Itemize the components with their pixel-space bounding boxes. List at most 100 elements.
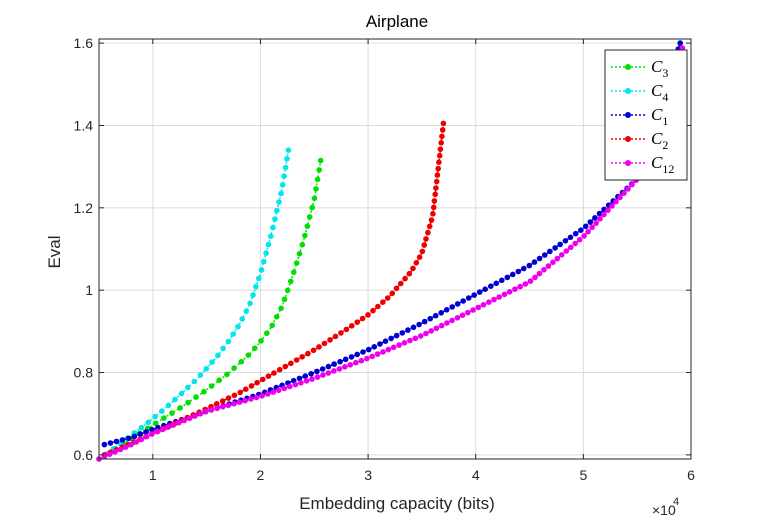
data-point bbox=[460, 298, 467, 304]
data-point bbox=[380, 299, 386, 306]
data-point bbox=[526, 262, 533, 269]
data-point bbox=[276, 366, 283, 373]
data-point bbox=[576, 236, 583, 243]
data-point bbox=[493, 280, 500, 287]
data-point bbox=[390, 344, 397, 351]
data-point bbox=[128, 441, 134, 448]
data-point bbox=[621, 190, 627, 196]
data-point bbox=[517, 283, 523, 290]
data-point bbox=[440, 120, 447, 127]
data-point bbox=[531, 259, 538, 265]
data-point bbox=[358, 357, 365, 364]
data-point bbox=[374, 351, 381, 357]
data-point bbox=[438, 140, 445, 146]
data-point bbox=[319, 366, 326, 372]
legend-label-subscript: 2 bbox=[662, 138, 668, 152]
data-point bbox=[437, 146, 444, 152]
x-axis-label: Embedding capacity (bits) bbox=[299, 494, 495, 513]
data-point bbox=[306, 214, 313, 220]
data-point bbox=[276, 199, 282, 205]
data-point bbox=[336, 366, 343, 372]
data-point bbox=[369, 353, 376, 360]
series-C4 bbox=[96, 147, 292, 462]
data-point bbox=[311, 195, 318, 202]
data-point bbox=[145, 419, 152, 426]
y-tick-label: 1.6 bbox=[74, 35, 94, 51]
data-point bbox=[220, 345, 226, 352]
data-point bbox=[347, 362, 354, 368]
series-C1 bbox=[101, 40, 683, 448]
data-point bbox=[557, 241, 563, 248]
data-point bbox=[208, 407, 215, 413]
y-tick-label: 1 bbox=[85, 282, 93, 298]
data-point bbox=[609, 203, 615, 209]
data-point bbox=[288, 278, 294, 285]
data-point bbox=[107, 440, 114, 446]
data-point bbox=[250, 292, 256, 298]
data-point bbox=[265, 241, 272, 248]
data-point bbox=[496, 294, 503, 300]
x-tick-label: 3 bbox=[364, 467, 372, 483]
data-point bbox=[407, 337, 413, 344]
data-point bbox=[203, 365, 210, 372]
data-point bbox=[197, 372, 204, 378]
data-point bbox=[239, 316, 245, 322]
data-point bbox=[197, 411, 204, 417]
data-point bbox=[359, 315, 366, 322]
data-point bbox=[161, 415, 167, 421]
data-point bbox=[159, 426, 166, 433]
data-point bbox=[152, 413, 158, 420]
y-ticks: 0.6 0.8 1 1.2 1.4 1.6 bbox=[74, 35, 691, 463]
data-point bbox=[416, 254, 423, 260]
data-point bbox=[281, 173, 287, 179]
data-point bbox=[165, 424, 171, 431]
data-point bbox=[275, 387, 282, 394]
data-point bbox=[117, 446, 124, 453]
data-point bbox=[243, 308, 250, 315]
data-point bbox=[303, 378, 310, 384]
data-point bbox=[214, 401, 220, 407]
data-point bbox=[316, 167, 323, 173]
data-point bbox=[281, 385, 288, 392]
x-tick-label: 6 bbox=[687, 467, 695, 483]
data-point bbox=[149, 431, 155, 437]
data-point bbox=[170, 422, 177, 428]
series-group bbox=[96, 40, 686, 462]
data-point bbox=[274, 207, 280, 214]
data-point bbox=[480, 302, 487, 308]
data-point bbox=[259, 393, 265, 399]
data-point bbox=[308, 371, 314, 377]
legend-label-subscript: 1 bbox=[662, 114, 668, 128]
data-point bbox=[225, 402, 232, 409]
data-point bbox=[377, 341, 383, 347]
data-point bbox=[506, 289, 513, 295]
data-point bbox=[449, 317, 455, 324]
data-point bbox=[225, 395, 232, 401]
data-point bbox=[427, 315, 434, 322]
data-point bbox=[504, 274, 511, 281]
data-point bbox=[421, 318, 428, 325]
data-point bbox=[567, 234, 574, 241]
data-point bbox=[231, 365, 237, 371]
data-point bbox=[269, 322, 276, 329]
data-point bbox=[309, 376, 315, 382]
data-point bbox=[360, 349, 366, 355]
x-tick-label: 4 bbox=[472, 467, 480, 483]
data-point bbox=[178, 390, 185, 397]
data-point bbox=[209, 359, 215, 365]
data-point bbox=[292, 381, 299, 388]
data-point bbox=[385, 346, 392, 353]
data-point bbox=[522, 281, 529, 287]
data-point bbox=[154, 428, 160, 435]
data-point bbox=[302, 232, 308, 239]
data-point bbox=[242, 397, 248, 404]
data-point bbox=[406, 270, 413, 277]
data-point bbox=[125, 435, 132, 442]
data-point bbox=[248, 396, 254, 402]
data-point bbox=[101, 441, 108, 448]
y-tick-label: 0.6 bbox=[74, 447, 94, 463]
data-point bbox=[332, 333, 339, 340]
data-point bbox=[298, 380, 304, 386]
data-point bbox=[562, 238, 569, 244]
data-point bbox=[365, 312, 371, 318]
